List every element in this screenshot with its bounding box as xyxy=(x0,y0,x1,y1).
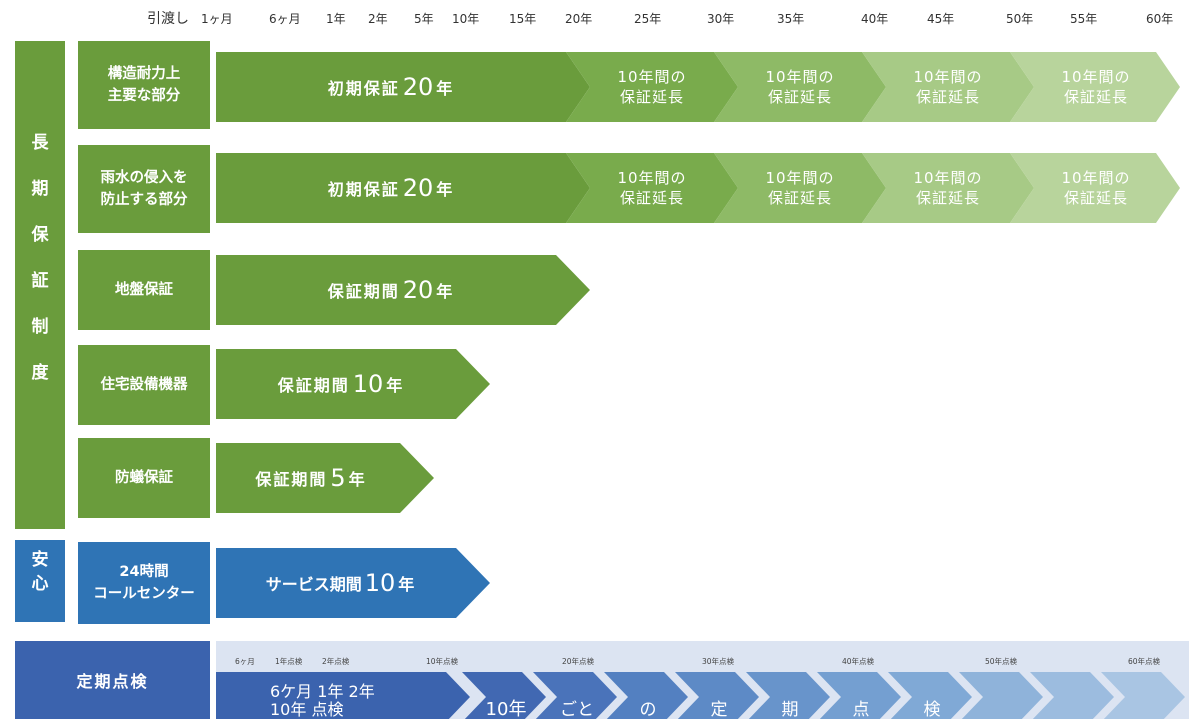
inspection-chevron xyxy=(1101,672,1185,719)
extension-chevron xyxy=(714,52,886,122)
extension-chevron xyxy=(1010,153,1180,223)
extension-text: 10年間の 保証延長 xyxy=(1061,169,1131,207)
extension-text: 10年間の 保証延長 xyxy=(617,68,687,106)
inspection-chevron xyxy=(533,672,617,719)
extension-text: 10年間の 保証延長 xyxy=(913,68,983,106)
inspection-tick: 20年点検 xyxy=(562,657,595,666)
inspection-tick: 50年点検 xyxy=(985,657,1018,666)
timeline-label: 引渡し xyxy=(147,11,189,27)
inspection-chevron xyxy=(817,672,901,719)
row-label-ground: 地盤保証 xyxy=(78,250,210,330)
inspection-tick: 10年点検 xyxy=(426,657,459,666)
timeline-label: 20年 xyxy=(565,12,593,26)
inspection-chevron-label: 検 xyxy=(923,700,941,720)
ground-warranty-text: 保証期間 20 年 xyxy=(327,276,455,304)
termite-warranty-text: 保証期間 5 年 xyxy=(255,464,367,492)
inspection-tick: 1年点検 xyxy=(275,657,303,666)
long-term-warranty-category xyxy=(15,41,65,529)
extension-chevron xyxy=(1010,52,1180,122)
extension-chevron xyxy=(566,153,738,223)
inspection-chevron xyxy=(462,672,546,719)
timeline-label: 2年 xyxy=(368,12,388,26)
long-term-warranty-title: 長 期 保 証 制 度 xyxy=(31,133,49,383)
termite-warranty-bar xyxy=(216,443,434,513)
inspection-label-bg xyxy=(15,641,210,719)
equipment-warranty-text: 保証期間 10 年 xyxy=(277,370,405,398)
row-label-equipment: 住宅設備機器 xyxy=(78,345,210,425)
ground-warranty-bar xyxy=(216,255,590,325)
extension-chevron xyxy=(714,153,886,223)
extension-text: 10年間の 保証延長 xyxy=(617,169,687,207)
row-label-callcenter: 24時間 コールセンター xyxy=(78,542,210,624)
timeline-label: 50年 xyxy=(1006,12,1034,26)
inspection-chevron xyxy=(888,672,972,719)
inspection-tick: 2年点検 xyxy=(322,657,350,666)
extension-text: 10年間の 保証延長 xyxy=(1061,68,1131,106)
timeline-label: 1ヶ月 xyxy=(201,12,233,26)
inspection-chevron xyxy=(675,672,759,719)
inspection-chevron xyxy=(1030,672,1114,719)
initial-warranty-text: 初期保証 20 年 xyxy=(327,174,455,202)
inspection-first-text: 6ケ月 1年 2年 10年 点検 xyxy=(270,682,375,719)
extension-chevron xyxy=(862,52,1034,122)
extension-text: 10年間の 保証延長 xyxy=(765,169,835,207)
inspection-chevron-label: ごと xyxy=(560,700,594,720)
inspection-chevron-label: 定 xyxy=(710,700,728,720)
timeline-label: 10年 xyxy=(452,12,480,26)
timeline-label: 25年 xyxy=(634,12,662,26)
inspection-label: 定期点検 xyxy=(76,672,149,691)
inspection-tick: 30年点検 xyxy=(702,657,735,666)
inspection-chevron-label: 点 xyxy=(852,700,870,720)
initial-warranty-bar xyxy=(216,153,590,223)
timeline-label: 5年 xyxy=(414,12,434,26)
timeline-label: 60年 xyxy=(1146,12,1174,26)
inspection-tick: 6ヶ月 xyxy=(235,657,255,666)
initial-warranty-text: 初期保証 20 年 xyxy=(327,73,455,101)
inspection-chevron xyxy=(604,672,688,719)
timeline-label: 55年 xyxy=(1070,12,1098,26)
callcenter-service-bar xyxy=(216,548,490,618)
callcenter-service-text: サービス期間 10 年 xyxy=(265,569,417,597)
inspection-chevron-label: 期 xyxy=(781,700,799,720)
extension-text: 10年間の 保証延長 xyxy=(765,68,835,106)
inspection-chevron-label: の xyxy=(639,700,657,720)
extension-chevron xyxy=(566,52,738,122)
anshin-title: 安 心 xyxy=(31,550,49,594)
initial-warranty-bar xyxy=(216,52,590,122)
timeline-label: 15年 xyxy=(509,12,537,26)
row-label-structure: 構造耐力上 主要な部分 xyxy=(78,41,210,129)
timeline-label: 1年 xyxy=(326,12,346,26)
timeline-label: 35年 xyxy=(777,12,805,26)
timeline-label: 40年 xyxy=(861,12,889,26)
inspection-tick: 60年点検 xyxy=(1128,657,1161,666)
inspection-chevron xyxy=(746,672,830,719)
extension-text: 10年間の 保証延長 xyxy=(913,169,983,207)
inspection-first-block xyxy=(216,672,470,719)
row-label-termite: 防蟻保証 xyxy=(78,438,210,518)
timeline-label: 30年 xyxy=(707,12,735,26)
extension-chevron xyxy=(862,153,1034,223)
inspection-chevron-label: 10年 xyxy=(485,699,527,720)
row-label-rain: 雨水の侵入を 防止する部分 xyxy=(78,145,210,233)
anshin-category xyxy=(15,540,65,622)
inspection-tick: 40年点検 xyxy=(842,657,875,666)
timeline-label: 45年 xyxy=(927,12,955,26)
inspection-chevron xyxy=(959,672,1043,719)
equipment-warranty-bar xyxy=(216,349,490,419)
timeline-label: 6ヶ月 xyxy=(269,12,301,26)
